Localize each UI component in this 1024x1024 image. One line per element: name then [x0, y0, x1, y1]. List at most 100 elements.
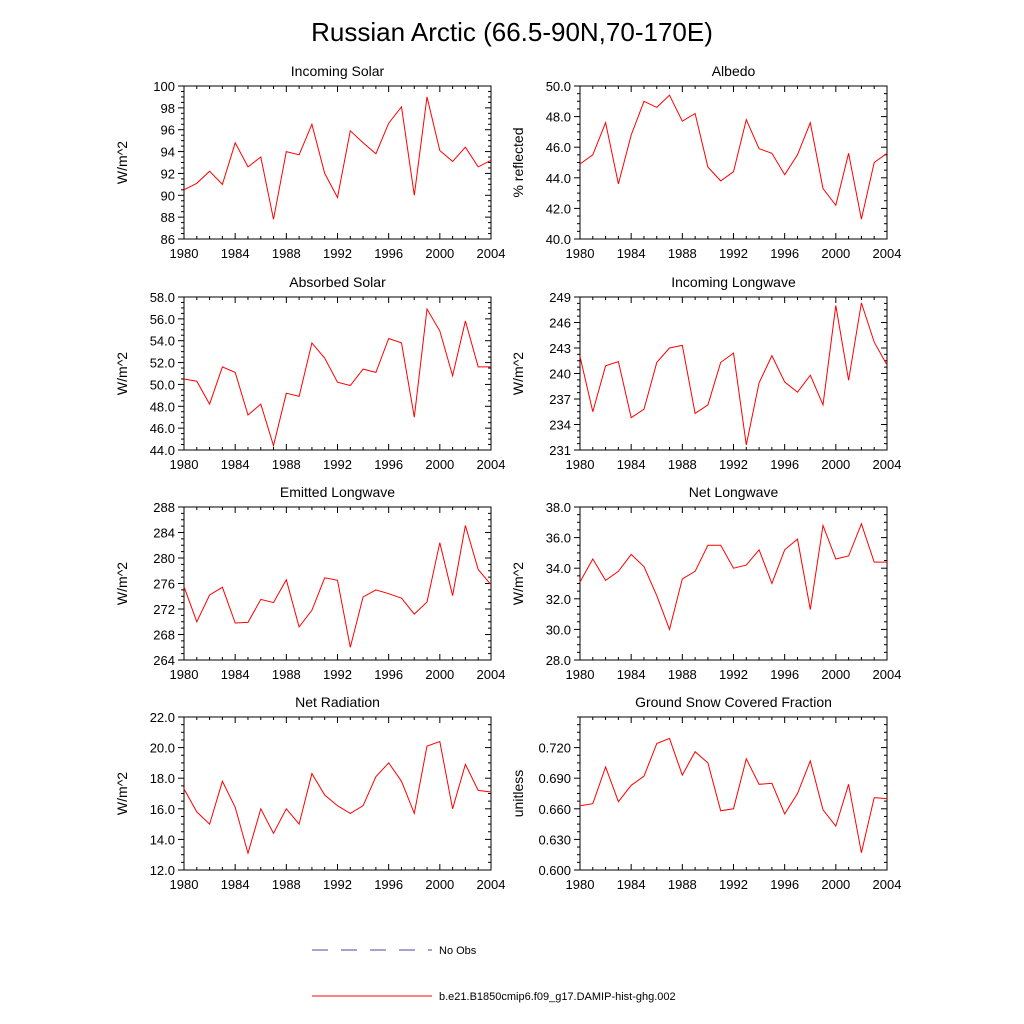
y-axis-label: W/m^2 — [510, 562, 526, 605]
panel-title: Albedo — [712, 63, 756, 79]
x-tick-label: 2000 — [821, 877, 850, 892]
x-tick-label: 1980 — [566, 246, 595, 261]
y-tick-label: 14.0 — [150, 832, 175, 847]
y-tick-label: 0.720 — [538, 741, 571, 756]
x-tick-label: 1996 — [374, 246, 403, 261]
x-tick-label: 2004 — [477, 667, 506, 682]
x-tick-label: 1992 — [323, 457, 352, 472]
y-axis-label: W/m^2 — [114, 352, 130, 395]
y-tick-label: 36.0 — [546, 531, 571, 546]
y-tick-label: 237 — [549, 392, 571, 407]
plot-frame — [579, 716, 888, 871]
x-tick-label: 1980 — [566, 877, 595, 892]
plot-frame — [579, 506, 888, 661]
x-tick-label: 2004 — [873, 246, 902, 261]
y-tick-label: 48.0 — [150, 399, 175, 414]
panel-emitted-longwave: 1980 1984 1988 1992 1996 2000 2004 264 268 272 276… — [114, 484, 505, 682]
x-tick-label: 2004 — [477, 457, 506, 472]
x-tick-label: 2000 — [821, 457, 850, 472]
x-tick-label: 1984 — [617, 877, 646, 892]
x-tick-label: 1992 — [719, 457, 748, 472]
x-tick-label: 1996 — [374, 877, 403, 892]
y-axis-label: % reflected — [510, 127, 526, 197]
plot-frame — [183, 716, 492, 871]
figure-title: Russian Arctic (66.5-90N,70-170E) — [311, 17, 713, 47]
y-tick-label: 98 — [161, 101, 175, 116]
y-tick-label: 0.660 — [538, 802, 571, 817]
y-tick-label: 96 — [161, 123, 175, 138]
x-tick-label: 1988 — [272, 667, 301, 682]
y-tick-label: 272 — [153, 602, 175, 617]
panel-title: Incoming Solar — [291, 63, 385, 79]
y-axis-label: unitless — [510, 770, 526, 817]
y-tick-label: 30.0 — [546, 622, 571, 637]
x-tick-label: 1984 — [221, 667, 250, 682]
x-tick-label: 1996 — [374, 457, 403, 472]
x-tick-label: 1988 — [272, 877, 301, 892]
y-tick-label: 22.0 — [150, 710, 175, 725]
x-tick-label: 2000 — [821, 667, 850, 682]
x-tick-label: 1980 — [566, 457, 595, 472]
x-tick-label: 1988 — [668, 246, 697, 261]
x-tick-label: 1984 — [617, 457, 646, 472]
panel-ground-snow-covered-fraction: 1980 1984 1988 1992 1996 2000 2004 0.600 0.630 0.… — [510, 694, 901, 892]
x-tick-label: 1992 — [323, 667, 352, 682]
panel-title: Net Longwave — [689, 484, 779, 500]
y-axis-label: W/m^2 — [114, 141, 130, 184]
panel-title: Absorbed Solar — [289, 274, 386, 290]
y-tick-label: 38.0 — [546, 500, 571, 515]
panel-incoming-longwave: 1980 1984 1988 1992 1996 2000 2004 231 234 237 240… — [510, 274, 901, 472]
panel-title: Ground Snow Covered Fraction — [635, 694, 832, 710]
panel-absorbed-solar: 1980 1984 1988 1992 1996 2000 2004 44.0 46.0 48.0… — [114, 274, 505, 472]
series-line — [579, 737, 888, 853]
plot-frame — [183, 506, 492, 661]
series-line — [183, 740, 492, 856]
x-tick-label: 2000 — [821, 246, 850, 261]
y-tick-label: 234 — [549, 418, 571, 433]
plot-frame — [579, 85, 888, 240]
y-tick-label: 0.600 — [538, 863, 571, 878]
y-tick-label: 46.0 — [150, 421, 175, 436]
x-tick-label: 1984 — [221, 877, 250, 892]
y-tick-label: 16.0 — [150, 802, 175, 817]
y-tick-label: 243 — [549, 341, 571, 356]
x-tick-label: 1984 — [221, 246, 250, 261]
x-tick-label: 1996 — [770, 877, 799, 892]
x-tick-label: 1988 — [272, 457, 301, 472]
x-tick-label: 1992 — [323, 877, 352, 892]
y-tick-label: 100 — [153, 79, 175, 94]
y-tick-label: 58.0 — [150, 290, 175, 305]
y-tick-label: 20.0 — [150, 741, 175, 756]
y-tick-label: 46.0 — [546, 140, 571, 155]
y-tick-label: 90 — [161, 188, 175, 203]
x-tick-label: 1996 — [770, 667, 799, 682]
x-tick-label: 1984 — [221, 457, 250, 472]
y-tick-label: 34.0 — [546, 561, 571, 576]
x-tick-label: 2000 — [425, 667, 454, 682]
x-tick-label: 2004 — [873, 457, 902, 472]
series-line — [579, 522, 887, 632]
y-tick-label: 92 — [161, 166, 175, 181]
panel-title: Emitted Longwave — [280, 484, 395, 500]
x-tick-label: 2004 — [873, 877, 902, 892]
legend-label: b.e21.B1850cmip6.f09_g17.DAMIP-hist-ghg.… — [439, 991, 676, 1003]
x-tick-label: 1984 — [617, 667, 646, 682]
x-tick-label: 1980 — [566, 667, 595, 682]
y-tick-label: 42.0 — [546, 201, 571, 216]
y-tick-label: 264 — [153, 653, 175, 668]
panels: 1980 1984 1988 1992 1996 2000 2004 86 88 90 92 94 96… — [114, 63, 901, 892]
panel-title: Incoming Longwave — [671, 274, 796, 290]
y-tick-label: 44.0 — [546, 171, 571, 186]
y-tick-label: 94 — [161, 145, 175, 160]
series-line — [183, 96, 492, 220]
x-tick-label: 2000 — [425, 877, 454, 892]
x-tick-label: 1992 — [719, 667, 748, 682]
y-tick-label: 54.0 — [150, 334, 175, 349]
y-tick-label: 44.0 — [150, 443, 175, 458]
y-tick-label: 50.0 — [546, 79, 571, 94]
x-tick-label: 1980 — [170, 246, 199, 261]
x-tick-label: 1980 — [170, 667, 199, 682]
x-tick-label: 1996 — [770, 457, 799, 472]
y-tick-label: 28.0 — [546, 653, 571, 668]
